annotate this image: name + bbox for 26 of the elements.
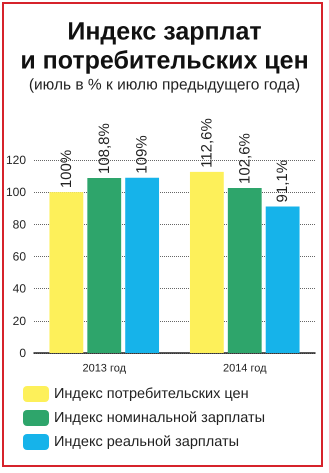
bar — [228, 188, 262, 353]
bar — [125, 178, 160, 353]
y-tick-label: 0 — [19, 346, 26, 360]
bar — [190, 172, 224, 353]
legend-label: Индекс реальной зарплаты — [54, 434, 240, 450]
y-tick-label: 40 — [12, 282, 26, 296]
chart-subtitle: (июль в % к июлю предыдущего года) — [28, 76, 300, 94]
data-label: 100% — [58, 150, 75, 188]
legend-label: Индекс потребительских цен — [54, 386, 249, 402]
x-tick-label: 2014 год — [222, 362, 268, 374]
y-tick-label: 80 — [12, 217, 26, 232]
legend-label: Индекс номинальной зарплаты — [54, 410, 266, 426]
data-label: 109% — [134, 135, 151, 174]
data-label: 112,6% — [198, 118, 216, 168]
y-tick-label: 20 — [12, 314, 26, 328]
y-tick-label: 120 — [6, 153, 26, 167]
x-tick-label: 2013 год — [82, 362, 127, 374]
bar — [266, 206, 300, 353]
data-label: 91,1% — [274, 160, 292, 202]
data-label: 102,6% — [236, 133, 254, 184]
bar — [87, 178, 122, 353]
data-label: 108,8% — [96, 123, 113, 174]
y-tick-label: 60 — [12, 250, 26, 264]
y-tick-label: 100 — [6, 185, 26, 200]
bar — [49, 192, 84, 353]
chart-title: Индекс зарплат и потребительских цен — [20, 18, 309, 74]
